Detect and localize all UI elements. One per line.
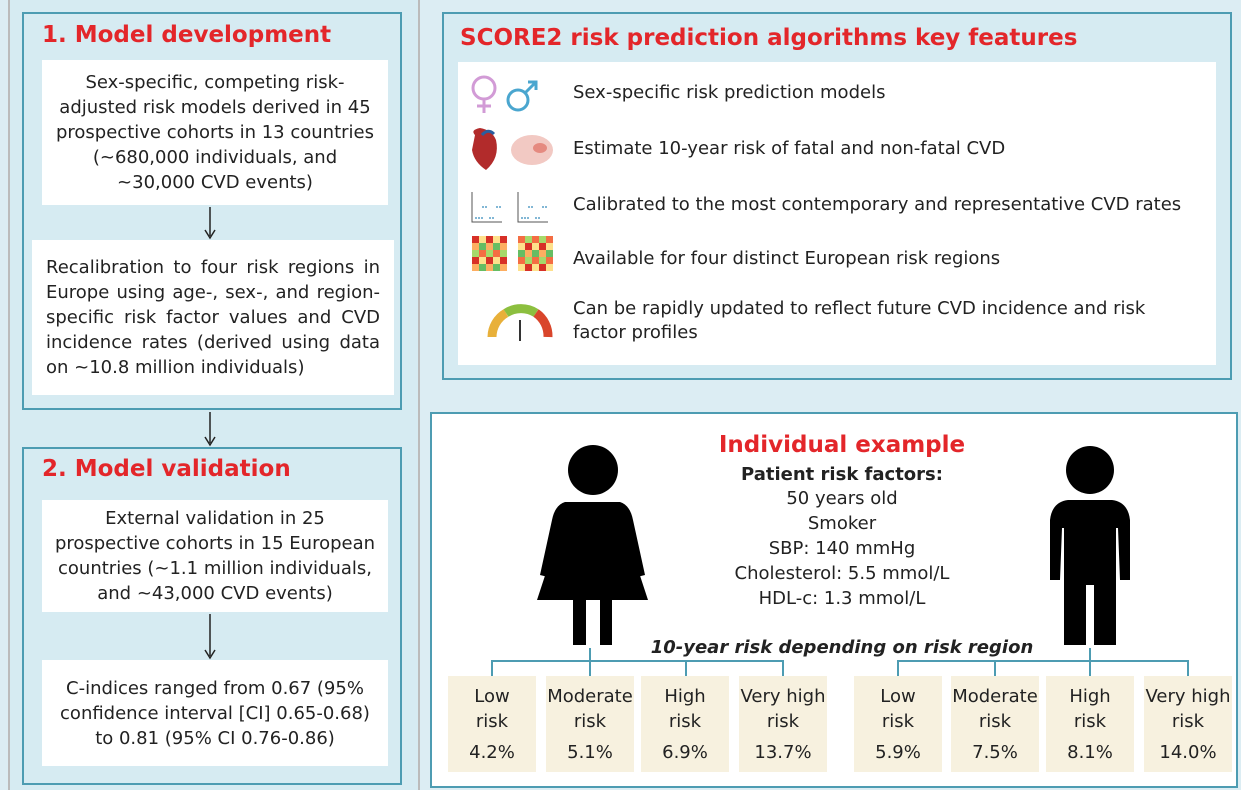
factor: 50 years old bbox=[640, 486, 1044, 511]
panel-title: SCORE2 risk prediction algorithms key fe… bbox=[460, 25, 1077, 51]
step-box: Sex-specific, competing risk-adjusted ri… bbox=[42, 60, 388, 205]
risk-label: Very high risk bbox=[739, 684, 827, 734]
risk-value: 14.0% bbox=[1144, 742, 1232, 764]
risk-box: High risk 8.1% bbox=[1046, 676, 1134, 772]
feature-text: Can be rapidly updated to reflect future… bbox=[573, 297, 1193, 345]
infographic: 1. Model development Sex-specific, compe… bbox=[0, 0, 1241, 790]
risk-value: 4.2% bbox=[448, 742, 536, 764]
factor: SBP: 140 mmHg bbox=[640, 536, 1044, 561]
feature-text: Estimate 10-year risk of fatal and non-f… bbox=[573, 137, 1193, 161]
risk-box: Low risk 4.2% bbox=[448, 676, 536, 772]
feature-text: Available for four distinct European ris… bbox=[573, 247, 1193, 271]
factor: HDL-c: 1.3 mmol/L bbox=[640, 586, 1044, 611]
factors-title: Patient risk factors: bbox=[640, 462, 1044, 487]
step-box: Recalibration to four risk regions in Eu… bbox=[32, 240, 394, 395]
risk-label: High risk bbox=[641, 684, 729, 734]
risk-value: 7.5% bbox=[951, 742, 1039, 764]
feature-text: Sex-specific risk prediction models bbox=[573, 81, 1193, 105]
risk-label: Very high risk bbox=[1144, 684, 1232, 734]
risk-box: Moderate risk 5.1% bbox=[546, 676, 634, 772]
panel-title: 2. Model validation bbox=[42, 456, 291, 482]
feature-text: Calibrated to the most contemporary and … bbox=[573, 193, 1193, 217]
risk-value: 6.9% bbox=[641, 742, 729, 764]
risk-box: Low risk 5.9% bbox=[854, 676, 942, 772]
example-title: Individual example bbox=[640, 432, 1044, 458]
risk-value: 5.1% bbox=[546, 742, 634, 764]
risk-box: Very high risk 14.0% bbox=[1144, 676, 1232, 772]
risk-box: High risk 6.9% bbox=[641, 676, 729, 772]
panel-title: 1. Model development bbox=[42, 22, 331, 48]
step-box: C-indices ranged from 0.67 (95% confiden… bbox=[42, 660, 388, 766]
risk-label: Low risk bbox=[854, 684, 942, 734]
risk-value: 13.7% bbox=[739, 742, 827, 764]
risk-label: Moderate risk bbox=[546, 684, 634, 734]
risk-box: Very high risk 13.7% bbox=[739, 676, 827, 772]
factor: Cholesterol: 5.5 mmol/L bbox=[640, 561, 1044, 586]
risk-caption: 10-year risk depending on risk region bbox=[600, 635, 1084, 660]
risk-value: 5.9% bbox=[854, 742, 942, 764]
risk-value: 8.1% bbox=[1046, 742, 1134, 764]
step-box: External validation in 25 prospective co… bbox=[42, 500, 388, 612]
risk-label: Low risk bbox=[448, 684, 536, 734]
risk-label: High risk bbox=[1046, 684, 1134, 734]
risk-label: Moderate risk bbox=[951, 684, 1039, 734]
risk-box: Moderate risk 7.5% bbox=[951, 676, 1039, 772]
factor: Smoker bbox=[640, 511, 1044, 536]
